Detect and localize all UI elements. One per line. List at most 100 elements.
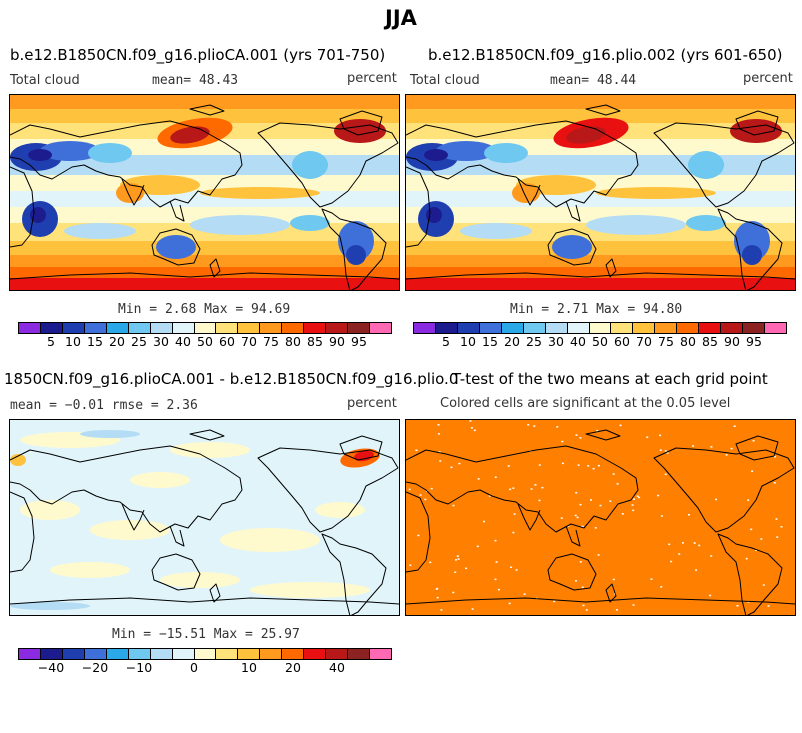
colorbar-swatch (150, 323, 173, 333)
cloud-field (10, 95, 399, 290)
colorbar-tick-label: 60 (614, 334, 630, 349)
colorbar-tick-label: 15 (482, 334, 498, 349)
colorbar-swatch (84, 323, 107, 333)
colorbar-swatch (348, 649, 370, 659)
colorbar-tick-label: 15 (87, 334, 103, 349)
colorbar-tick-label: 10 (241, 660, 257, 675)
panel2-mean: mean= 48.44 (550, 73, 637, 88)
colorbar-tick-label: 20 (109, 334, 125, 349)
colorbar-swatch (106, 323, 129, 333)
difference-field (10, 420, 399, 615)
colorbar-swatch (370, 323, 391, 333)
colorbar-tick-label: 50 (197, 334, 213, 349)
colorbar-tick-label: 50 (592, 334, 608, 349)
colorbar-swatch (633, 323, 656, 333)
panel1-variable-label: Total cloud (10, 73, 80, 88)
colorbar-tick-label: 75 (263, 334, 279, 349)
panel4-map (405, 419, 796, 616)
colorbar-swatch (128, 649, 151, 659)
colorbar-tick-label: 20 (504, 334, 520, 349)
colorbar-swatch (589, 323, 612, 333)
colorbar-swatch (326, 323, 349, 333)
colorbar-swatch (40, 323, 63, 333)
coastline (406, 104, 795, 290)
colorbar-tick-label: 5 (442, 334, 450, 349)
colorbar-tick-label: 10 (65, 334, 81, 349)
colorbar-swatch (260, 323, 283, 333)
coastline (10, 104, 399, 290)
colorbar-swatch (238, 649, 261, 659)
colorbar-swatch (414, 323, 436, 333)
colorbar-tick-label: 95 (746, 334, 762, 349)
colorbar-swatch (62, 649, 85, 659)
colorbar-swatch (457, 323, 480, 333)
colorbar-swatch (523, 323, 546, 333)
colorbar-swatch (260, 649, 283, 659)
panel1-map (9, 94, 400, 291)
colorbar-swatch (172, 323, 195, 333)
colorbar-tick-label: 40 (570, 334, 586, 349)
colorbar-tick-label: −20 (81, 660, 109, 675)
colorbar-swatch (304, 323, 327, 333)
colorbar-tick-label: 80 (680, 334, 696, 349)
cloud-field (406, 95, 795, 290)
panel3-minmax: Min = −15.51 Max = 25.97 (112, 627, 300, 642)
colorbar-swatch (611, 323, 634, 333)
colorbar-tick-label: −40 (37, 660, 65, 675)
colorbar-swatch (84, 649, 107, 659)
colorbar-swatch (348, 323, 370, 333)
colorbar-swatch (282, 323, 305, 333)
colorbar-tick-label: 25 (526, 334, 542, 349)
colorbar-swatch (501, 323, 524, 333)
coastline (10, 429, 399, 615)
colorbar-swatch (655, 323, 678, 333)
colorbar-tick-label: 5 (47, 334, 55, 349)
colorbar-swatch (150, 649, 173, 659)
colorbar-swatch (19, 323, 41, 333)
panel2-units: percent (743, 71, 793, 86)
significance-field (406, 420, 795, 615)
colorbar-swatch (479, 323, 502, 333)
colorbar-swatch (435, 323, 458, 333)
panel3-units: percent (347, 396, 397, 411)
panel2-map (405, 94, 796, 291)
panel1-units: percent (347, 71, 397, 86)
colorbar-swatch (106, 649, 129, 659)
panel3-map (9, 419, 400, 616)
colorbar-tick-label: 85 (702, 334, 718, 349)
panel1-title: b.e12.B1850CN.f09_g16.plioCA.001 (yrs 70… (10, 46, 386, 64)
colorbar-swatch (19, 649, 41, 659)
figure-title: JJA (385, 6, 417, 30)
panel3-colorbar-labels: −40 −20 −10 0 10 20 40 (18, 660, 392, 676)
colorbar-swatch (326, 649, 349, 659)
colorbar-swatch (545, 323, 568, 333)
colorbar-tick-label: 40 (175, 334, 191, 349)
colorbar-swatch (216, 649, 239, 659)
colorbar-tick-label: 70 (636, 334, 652, 349)
colorbar-swatch (721, 323, 744, 333)
colorbar-swatch (567, 323, 590, 333)
colorbar-tick-label: 75 (658, 334, 674, 349)
colorbar-swatch (62, 323, 85, 333)
panel2-title: b.e12.B1850CN.f09_g16.plio.002 (yrs 601-… (428, 46, 783, 64)
colorbar-swatch (172, 649, 195, 659)
colorbar-swatch (40, 649, 63, 659)
colorbar-swatch (128, 323, 151, 333)
panel2-variable-label: Total cloud (410, 73, 480, 88)
colorbar-swatch (238, 323, 261, 333)
colorbar-tick-label: 95 (351, 334, 367, 349)
colorbar-tick-label: 30 (548, 334, 564, 349)
colorbar-tick-label: 90 (329, 334, 345, 349)
colorbar-tick-label: 60 (219, 334, 235, 349)
colorbar-tick-label: −10 (125, 660, 153, 675)
panel1-colorbar (18, 322, 392, 334)
colorbar-tick-label: 80 (285, 334, 301, 349)
colorbar-swatch (194, 649, 217, 659)
colorbar-swatch (743, 323, 765, 333)
coastline (406, 429, 795, 615)
panel3-stats: mean = −0.01 rmse = 2.36 (10, 398, 198, 413)
panel1-colorbar-labels: 5 10 15 20 25 30 40 50 60 70 75 80 85 90 95 (18, 334, 392, 350)
colorbar-swatch (677, 323, 700, 333)
panel4-subtitle: Colored cells are significant at the 0.0… (440, 396, 731, 411)
colorbar-tick-label: 30 (153, 334, 169, 349)
